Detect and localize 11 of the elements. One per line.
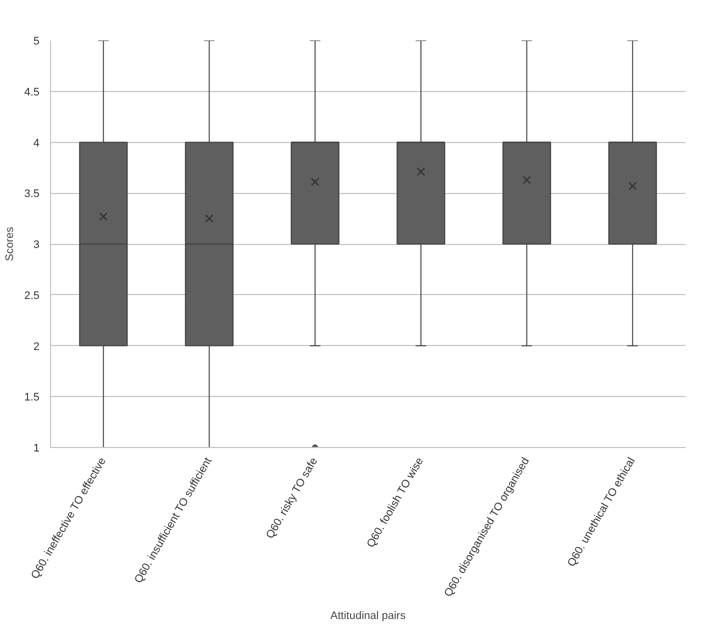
y-axis-title: Scores xyxy=(4,226,16,262)
y-tick-label: 1 xyxy=(33,442,40,454)
y-tick-label: 5 xyxy=(33,36,40,48)
y-tick-label: 4.5 xyxy=(24,86,40,98)
y-tick-label: 4 xyxy=(33,137,40,150)
y-tick-label: 3 xyxy=(33,239,40,251)
y-tick-label: 2.5 xyxy=(24,290,40,302)
x-axis-title: Attitudinal pairs xyxy=(330,610,406,622)
y-tick-label: 2 xyxy=(33,340,40,353)
y-tick-label: 3.5 xyxy=(24,188,40,200)
y-tick-label: 1.5 xyxy=(24,392,40,404)
